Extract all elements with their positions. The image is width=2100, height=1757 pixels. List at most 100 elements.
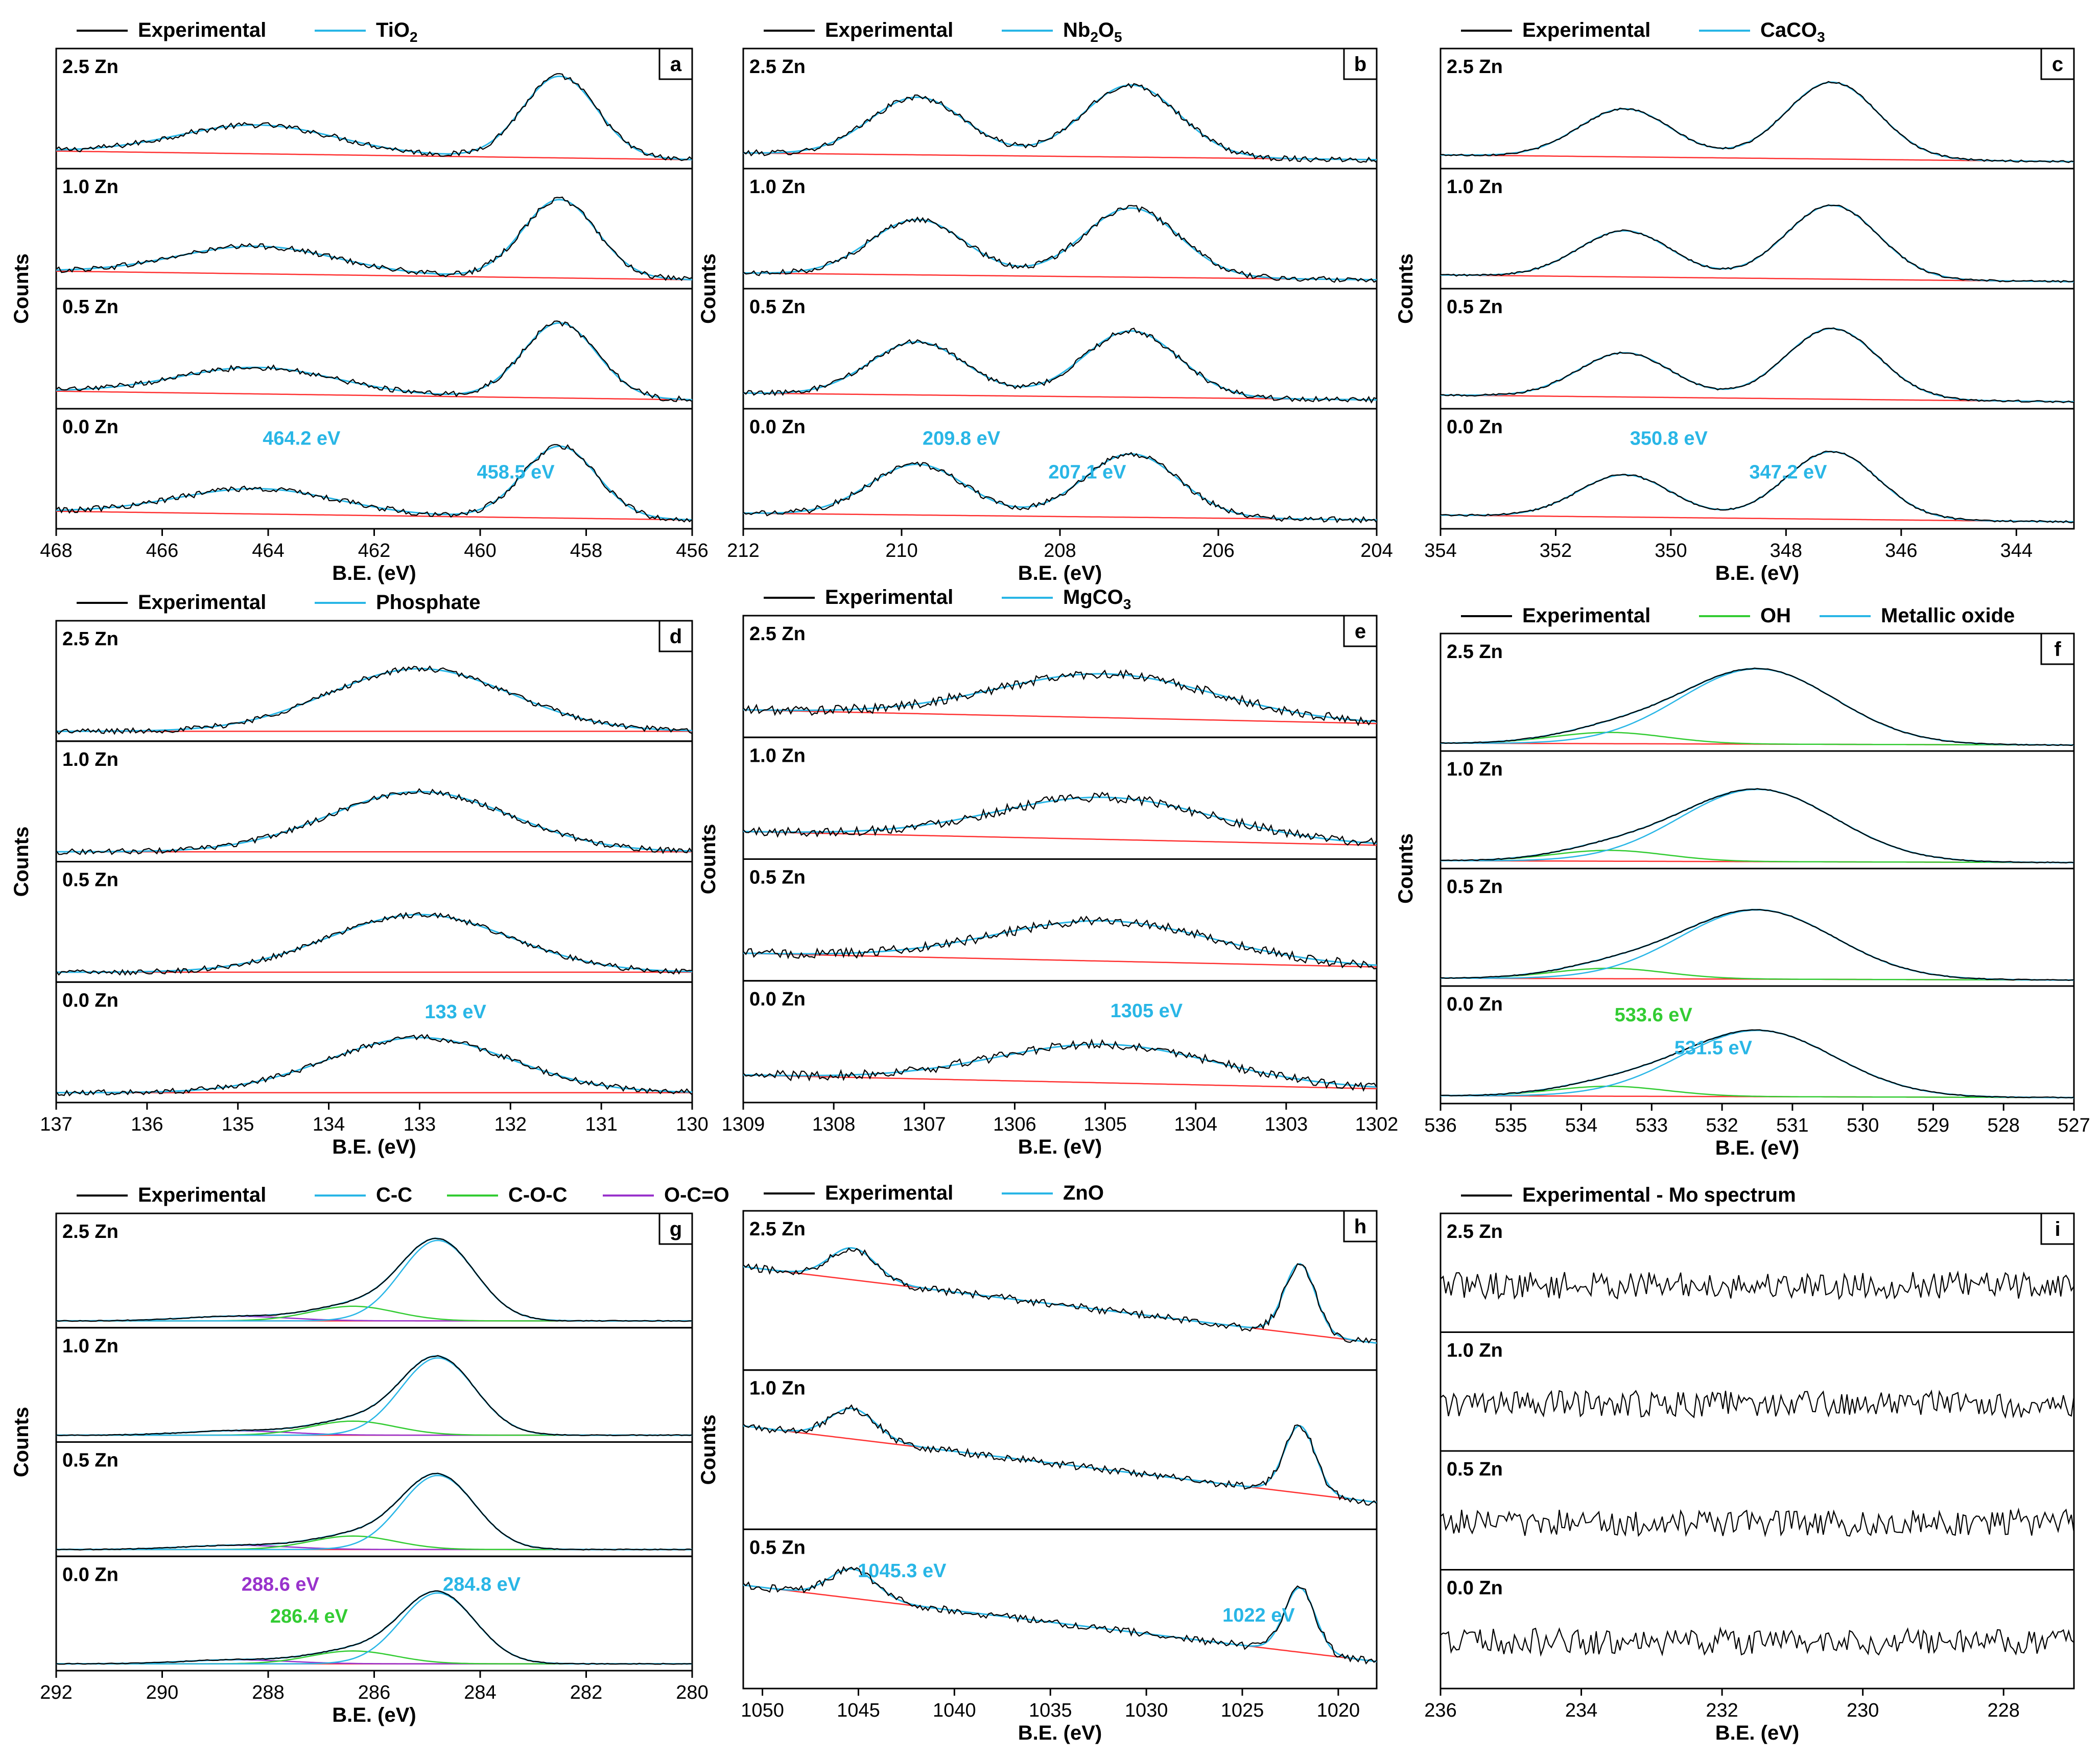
panel-letter-text: c xyxy=(2052,53,2063,76)
component-curve xyxy=(1441,968,2074,981)
experimental-curve xyxy=(1440,204,2074,283)
fit-curve xyxy=(1440,668,2074,746)
x-tick-label: 533 xyxy=(1636,1115,1668,1136)
fit-curve xyxy=(56,75,693,160)
legend-label: Experimental xyxy=(825,1182,953,1204)
sample-label: 0.5 Zn xyxy=(1447,876,1503,898)
baseline-curve xyxy=(56,150,693,160)
x-tick-label: 1035 xyxy=(1029,1700,1072,1721)
spectrum-row: 0.5 Zn xyxy=(1440,1450,2075,1571)
row-frame xyxy=(1440,750,2075,870)
sample-label: 0.0 Zn xyxy=(62,416,119,438)
legend-entry: ZnO xyxy=(1002,1182,1104,1204)
spectrum-row: 0.0 Zn 209.8 eV 207.1 eV xyxy=(742,408,1378,530)
x-tick-label: 462 xyxy=(358,540,390,561)
x-tick-label: 1040 xyxy=(933,1700,976,1721)
baseline-curve xyxy=(1440,274,2074,283)
component-curve xyxy=(1441,850,2074,863)
panel-letter-text: d xyxy=(670,625,682,648)
baseline-curve xyxy=(743,392,1377,401)
x-axis-label: B.E. (eV) xyxy=(1715,1137,1799,1159)
fit-curve xyxy=(743,796,1377,845)
x-tick-label: 460 xyxy=(464,540,496,561)
spectrum-row: 1.0 Zn xyxy=(1440,1331,2075,1452)
peak-annotation: 347.2 eV xyxy=(1749,461,1827,483)
experimental-curve xyxy=(56,1034,693,1096)
x-tick-label: 528 xyxy=(1988,1115,2020,1136)
experimental-curve xyxy=(743,327,1377,404)
panel-h: 2.5 Zn 1.0 Zn 0.5 Zn 1045.3 eV 1022 eV h Exper… xyxy=(697,1182,1378,1744)
component-curve xyxy=(1441,732,2074,746)
spectrum-row: 2.5 Zn xyxy=(55,1212,693,1329)
panel-d: 2.5 Zn 1.0 Zn 0.5 Zn 0.0 Zn 133 eV d Experimen… xyxy=(10,591,709,1158)
x-tick-label: 1030 xyxy=(1125,1700,1168,1721)
experimental-curve xyxy=(743,1404,1377,1506)
x-tick-label: 354 xyxy=(1424,540,1456,561)
legend-entry: Experimental xyxy=(77,1184,266,1206)
y-axis-label: Counts xyxy=(1395,253,1417,324)
x-tick-label: 350 xyxy=(1655,540,1687,561)
baseline-curve xyxy=(56,510,693,521)
x-tick-label: 230 xyxy=(1847,1700,1879,1721)
component-curve xyxy=(56,1239,692,1322)
x-tick-label: 536 xyxy=(1424,1115,1456,1136)
legend-label: Experimental - Mo spectrum xyxy=(1522,1184,1796,1206)
experimental-curve xyxy=(743,916,1377,970)
panel-letter: a xyxy=(658,48,693,80)
x-tick-label: 282 xyxy=(570,1682,602,1703)
spectrum-row: 1.0 Zn xyxy=(1440,750,2075,870)
x-tick-label: 1020 xyxy=(1317,1700,1360,1721)
experimental-curve xyxy=(743,205,1377,283)
sample-label: 0.0 Zn xyxy=(1447,994,1503,1015)
peak-annotation: 458.5 eV xyxy=(477,461,555,483)
peak-annotation: 1045.3 eV xyxy=(858,1560,947,1582)
spectrum-row: 0.0 Zn 464.2 eV 458.5 eV xyxy=(55,408,693,530)
fit-curve xyxy=(56,199,693,280)
fit-curve xyxy=(1441,1029,2074,1098)
component-curve xyxy=(1441,1085,2074,1098)
spectrum-row: 1.0 Zn xyxy=(55,1327,693,1443)
spectrum-row: 2.5 Zn xyxy=(1440,48,2075,170)
panel-letter: e xyxy=(1343,615,1378,647)
sample-label: 2.5 Zn xyxy=(62,628,119,650)
x-tick-label: 456 xyxy=(676,540,708,561)
x-axis-label: B.E. (eV) xyxy=(332,1704,416,1726)
y-axis-label: Counts xyxy=(10,253,33,324)
spectrum-row: 0.0 Zn 133 eV xyxy=(55,981,693,1104)
fit-curve xyxy=(743,920,1377,966)
x-tick-label: 352 xyxy=(1540,540,1572,561)
component-curve xyxy=(1441,788,2074,863)
legend-label: Experimental xyxy=(825,586,953,608)
legend-label: Experimental xyxy=(138,591,266,614)
sample-label: 1.0 Zn xyxy=(1447,176,1503,198)
experimental-curve xyxy=(1440,1507,2075,1538)
x-tick-label: 1305 xyxy=(1083,1114,1127,1135)
legend-label: Metallic oxide xyxy=(1881,604,2015,627)
baseline-curve xyxy=(743,709,1377,724)
panel-letter-text: g xyxy=(670,1218,682,1240)
x-tick-label: 228 xyxy=(1988,1700,2020,1721)
spectrum-row: 1.0 Zn xyxy=(55,740,693,862)
component-curve xyxy=(56,1650,692,1665)
panel-letter-text: b xyxy=(1354,53,1366,76)
sample-label: 2.5 Zn xyxy=(749,623,806,645)
sample-label: 1.0 Zn xyxy=(62,176,119,198)
sample-label: 2.5 Zn xyxy=(749,1219,806,1240)
row-frame xyxy=(1440,1450,2075,1571)
legend-entry: MgCO3 xyxy=(1002,586,1131,612)
sample-label: 0.0 Zn xyxy=(749,989,806,1010)
y-axis-label: Counts xyxy=(1395,833,1417,904)
experimental-curve xyxy=(1440,788,2074,864)
spectrum-row: 0.5 Zn xyxy=(742,288,1378,410)
x-tick-label: 134 xyxy=(313,1114,345,1135)
peak-annotation: 284.8 eV xyxy=(443,1574,521,1595)
sample-label: 1.0 Zn xyxy=(62,1336,119,1357)
sample-label: 0.0 Zn xyxy=(1447,1578,1503,1599)
x-tick-label: 529 xyxy=(1917,1115,1949,1136)
row-frame xyxy=(55,1555,693,1672)
row-frame xyxy=(55,168,693,290)
y-axis-label: Counts xyxy=(697,1415,720,1485)
experimental-curve xyxy=(56,1237,692,1322)
fit-curve xyxy=(743,1408,1377,1503)
x-tick-label: 1306 xyxy=(993,1114,1036,1135)
